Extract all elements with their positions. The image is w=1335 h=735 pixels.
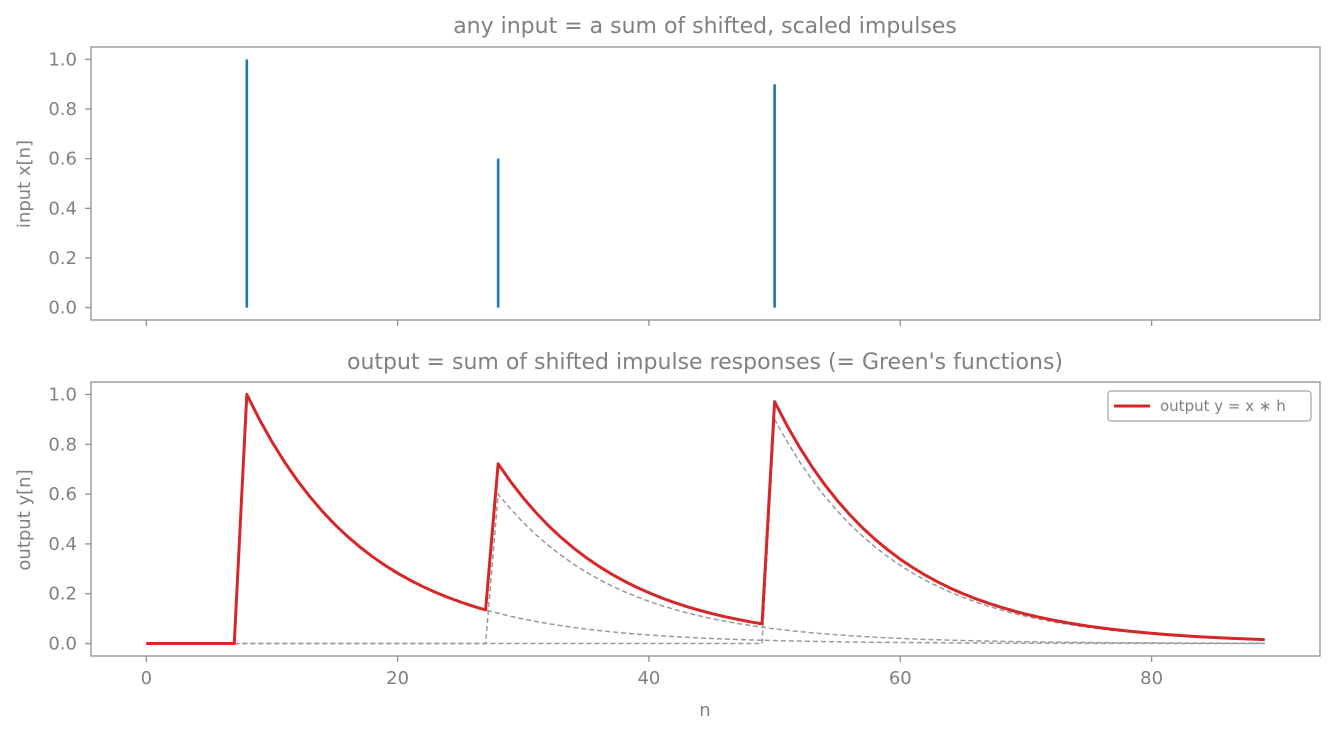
output-x-tick-label: 80 xyxy=(1140,668,1163,689)
output-sum-line xyxy=(146,392,1265,646)
output-y-tick-label: 0.6 xyxy=(48,484,77,505)
input-marks xyxy=(245,59,776,308)
input-y-tick-label: 0.6 xyxy=(48,149,77,170)
input-plot-frame xyxy=(90,46,1321,321)
output-x-tick-label: 60 xyxy=(889,668,912,689)
input-y-ticks: 0.0 0.2 0.4 0.6 0.8 1.0 xyxy=(48,49,91,319)
output-x-axis-label: n xyxy=(699,700,710,721)
input-y-tick-label: 0.2 xyxy=(48,248,77,269)
legend-box xyxy=(1107,390,1312,422)
output-panel: output = sum of shifted impulse response… xyxy=(14,350,1321,721)
legend-label-output: output y = x ∗ h xyxy=(1160,397,1286,415)
output-y-axis-label: output y[n] xyxy=(14,469,35,570)
input-panel: any input = a sum of shifted, scaled imp… xyxy=(14,14,1321,326)
output-y-tick-label: 0.0 xyxy=(48,634,77,655)
green-function-component xyxy=(146,416,1265,645)
output-marks xyxy=(146,391,1265,646)
input-x-ticks xyxy=(145,320,1153,326)
legend: output y = x ∗ h xyxy=(1107,390,1312,422)
output-y-tick-label: 0.8 xyxy=(48,434,77,455)
output-x-tick-label: 20 xyxy=(386,668,409,689)
output-x-ticks: 0 20 40 60 80 xyxy=(141,656,1163,689)
output-x-tick-label: 0 xyxy=(141,668,152,689)
input-panel-title: any input = a sum of shifted, scaled imp… xyxy=(453,14,957,39)
output-panel-title: output = sum of shifted impulse response… xyxy=(347,350,1063,375)
green-function-component xyxy=(146,492,1265,645)
output-y-tick-label: 0.2 xyxy=(48,584,77,605)
green-function-component xyxy=(146,391,1265,645)
input-y-tick-label: 1.0 xyxy=(48,49,77,70)
input-y-tick-label: 0.0 xyxy=(48,298,77,319)
output-plot-frame xyxy=(90,381,1321,657)
input-y-axis-label: input x[n] xyxy=(14,140,35,228)
output-y-tick-label: 1.0 xyxy=(48,384,77,405)
input-y-tick-label: 0.8 xyxy=(48,99,77,120)
output-y-tick-label: 0.4 xyxy=(48,534,77,555)
output-x-tick-label: 40 xyxy=(637,668,660,689)
output-y-ticks: 0.0 0.2 0.4 0.6 0.8 1.0 xyxy=(48,384,91,655)
input-y-tick-label: 0.4 xyxy=(48,198,77,219)
